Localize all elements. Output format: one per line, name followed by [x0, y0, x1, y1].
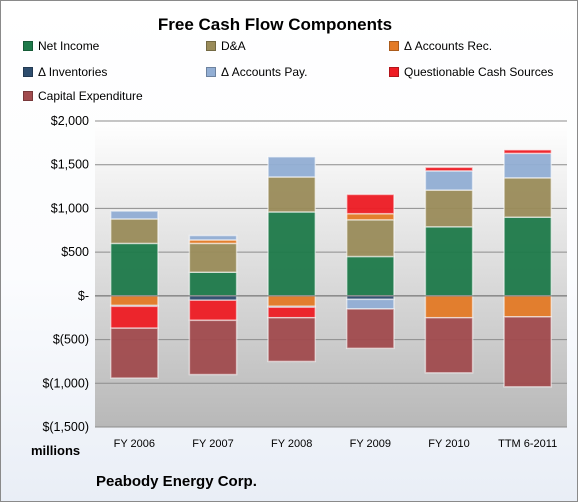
y-tick-label: $500 [61, 245, 89, 259]
x-category-label: FY 2006 [114, 438, 155, 450]
source-label: Peabody Energy Corp. [96, 473, 257, 490]
legend-swatch-inventories [23, 67, 33, 77]
y-tick-label: $(1,000) [42, 376, 89, 390]
x-category-label: FY 2007 [192, 438, 233, 450]
legend-label: Questionable Cash Sources [404, 65, 554, 79]
y-tick-label: $(500) [53, 333, 89, 347]
bar-segment-net-income [424, 226, 474, 297]
bar-segment-questionable-cash-sources [424, 166, 474, 172]
legend-swatch-questionable [389, 67, 399, 77]
bar-segment-net-income [345, 255, 395, 297]
bar-segment-accounts-pay [503, 152, 553, 179]
legend-swatch-accounts-pay [206, 67, 216, 77]
bar-segment-accounts-rec [267, 295, 317, 308]
bar-segment-accounts-pay [267, 156, 317, 178]
legend-item-da: D&A [206, 39, 246, 53]
legend-item-accounts-pay: Δ Accounts Pay. [206, 65, 308, 79]
bar-segment-accounts-pay [345, 298, 395, 310]
y-tick-label: $(1,500) [42, 420, 89, 434]
bar-segment-d-a [503, 177, 553, 218]
legend-item-net-income: Net Income [23, 39, 99, 53]
bar-segment-net-income [267, 211, 317, 297]
bar-segment-capital-expenditure [424, 316, 474, 374]
legend-label: Capital Expenditure [38, 89, 143, 103]
legend-label: Δ Accounts Rec. [404, 39, 493, 53]
legend-label: Δ Accounts Pay. [221, 65, 308, 79]
bar-segment-questionable-cash-sources [267, 306, 317, 319]
bar-segment-accounts-rec [503, 295, 553, 318]
bar-segment-d-a [424, 189, 474, 228]
y-tick-label: $1,500 [51, 158, 89, 172]
x-category-label: FY 2008 [271, 438, 312, 450]
bar-segment-questionable-cash-sources [345, 193, 395, 215]
legend: Net Income D&A Δ Accounts Rec. Δ Invento… [23, 39, 573, 111]
legend-label: Δ Inventories [38, 65, 108, 79]
bar-segment-net-income [188, 271, 238, 297]
legend-swatch-net-income [23, 41, 33, 51]
bar-segment-net-income [109, 242, 159, 297]
bar-segment-accounts-rec [424, 295, 474, 319]
legend-label: D&A [221, 39, 246, 53]
y-tick-label: $1,000 [51, 201, 89, 215]
x-category-label: TTM 6-2011 [498, 438, 557, 450]
bar-segment-questionable-cash-sources [503, 149, 553, 155]
bar-segment-d-a [267, 176, 317, 213]
legend-item-accounts-rec: Δ Accounts Rec. [389, 39, 492, 53]
bar-segment-accounts-rec [109, 295, 159, 307]
plot-background [95, 121, 567, 427]
bar-segment-accounts-pay [424, 170, 474, 191]
legend-swatch-accounts-rec [389, 41, 399, 51]
legend-item-questionable: Questionable Cash Sources [389, 65, 553, 79]
bar-segment-capital-expenditure [109, 327, 159, 379]
x-category-label: FY 2010 [428, 438, 469, 450]
bar-segment-d-a [345, 219, 395, 258]
legend-swatch-capex [23, 91, 33, 101]
y-tick-label: $- [78, 289, 89, 303]
legend-item-inventories: Δ Inventories [23, 65, 107, 79]
bar-segment-capital-expenditure [188, 319, 238, 376]
bar-segment-questionable-cash-sources [188, 299, 238, 322]
bar-segment-net-income [503, 216, 553, 297]
x-category-label: FY 2009 [350, 438, 391, 450]
legend-item-capex: Capital Expenditure [23, 89, 143, 103]
bar-segment-accounts-pay [109, 210, 159, 220]
bar-segment-questionable-cash-sources [109, 305, 159, 329]
chart-title: Free Cash Flow Components [157, 15, 393, 34]
bar-segment-capital-expenditure [503, 316, 553, 388]
bar-segment-d-a [109, 218, 159, 245]
bar-segment-d-a [188, 242, 238, 274]
legend-swatch-da [206, 41, 216, 51]
legend-label: Net Income [38, 39, 100, 53]
bar-segment-accounts-rec [345, 212, 395, 221]
bar-segment-capital-expenditure [345, 308, 395, 350]
bar-segment-accounts-pay [188, 234, 238, 241]
bar-segment-capital-expenditure [267, 316, 317, 363]
units-label: millions [31, 443, 81, 458]
y-tick-label: $2,000 [51, 114, 89, 128]
